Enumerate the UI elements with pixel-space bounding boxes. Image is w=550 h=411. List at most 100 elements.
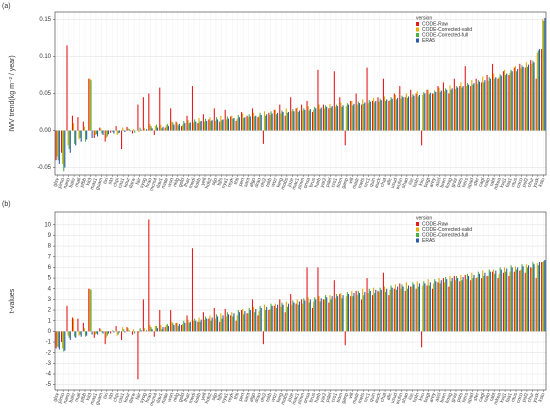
bar: [303, 298, 305, 332]
x-tick-label: auck: [373, 392, 382, 404]
bar: [260, 307, 262, 332]
bar: [415, 288, 417, 332]
bar: [224, 308, 226, 332]
bar: [498, 77, 500, 131]
bar: [404, 97, 406, 131]
bar: [279, 299, 281, 332]
bar: [358, 293, 360, 332]
bar: [401, 95, 403, 131]
bar: [292, 109, 294, 131]
x-tick-label: reyk: [227, 392, 236, 403]
bar: [277, 304, 279, 332]
bar: [253, 306, 255, 332]
bar: [438, 87, 440, 131]
bar: [160, 324, 162, 332]
bar: [106, 331, 108, 336]
bar: [91, 331, 93, 335]
bar: [304, 109, 306, 131]
x-tick-label: chat: [379, 392, 388, 404]
bar: [341, 298, 343, 332]
x-tick-label: gold: [177, 177, 186, 188]
bar: [333, 71, 335, 131]
bar: [186, 115, 188, 131]
bar: [253, 112, 255, 131]
bar: [117, 331, 119, 335]
bar: [286, 306, 288, 332]
bar: [143, 328, 146, 332]
x-tick-label: nklg: [172, 177, 181, 188]
bar: [353, 103, 355, 131]
bar: [466, 83, 468, 131]
x-tick-label: wsrt: [167, 177, 176, 188]
bar: [246, 115, 248, 131]
x-tick-label: noto: [483, 392, 492, 403]
bar: [293, 111, 295, 131]
x-tick-label: alic: [385, 392, 393, 402]
bar: [428, 94, 430, 131]
bar: [319, 301, 321, 332]
legend-key: [416, 27, 419, 32]
bar: [166, 323, 168, 332]
bar: [489, 78, 491, 131]
x-tick-label: bren: [439, 392, 448, 404]
bar: [121, 331, 123, 340]
y-tick-label: 1: [48, 318, 52, 324]
x-tick-label: pert: [238, 392, 247, 403]
bar: [380, 289, 382, 332]
x-tick-label: kerg: [276, 392, 285, 403]
bar: [397, 286, 399, 332]
bar: [519, 270, 521, 332]
x-tick-label: hob2: [204, 392, 214, 405]
bar: [115, 126, 117, 131]
x-tick-label: stjo: [211, 177, 219, 187]
bar: [317, 267, 319, 332]
bar: [230, 116, 232, 131]
x-tick-label: kit3: [85, 177, 93, 187]
bar: [459, 86, 461, 131]
x-tick-label: rabt: [489, 177, 498, 188]
bar: [134, 331, 136, 334]
bar: [290, 294, 292, 332]
bar: [80, 331, 82, 337]
bar: [377, 97, 379, 131]
bar: [211, 317, 213, 332]
bar: [220, 115, 222, 131]
bar: [517, 267, 519, 332]
bar: [83, 126, 86, 131]
legend-key: [416, 222, 419, 226]
bar: [472, 84, 474, 131]
bar: [236, 118, 238, 131]
bar: [509, 271, 511, 332]
bar: [295, 108, 297, 131]
x-tick-label: bjfs: [216, 392, 224, 402]
x-tick-label: chat: [379, 177, 388, 189]
x-tick-label: mas1: [89, 392, 99, 406]
x-tick-label: wuhn: [395, 177, 405, 190]
bar: [205, 316, 207, 332]
bar: [122, 327, 124, 332]
x-tick-label: medi: [188, 177, 197, 189]
x-tick-label: mets: [357, 177, 367, 190]
panel: (b) t-values -5 -4 -3 -2 -1 0 1 2 3 4 5 6 7 8 9 10 glsvpim…: [2, 201, 546, 407]
x-tick-label: upad: [466, 392, 476, 405]
bar: [181, 126, 183, 131]
bar: [473, 83, 475, 131]
bar: [364, 102, 366, 131]
bar: [224, 109, 226, 131]
x-tick-label: cro1: [330, 177, 339, 188]
bar: [508, 275, 510, 332]
x-tick-label: hob2: [204, 177, 214, 190]
bar: [225, 119, 227, 131]
bar: [429, 92, 431, 131]
x-tick-label: darw: [128, 392, 137, 405]
bar: [295, 303, 297, 332]
bar: [315, 108, 317, 131]
bar: [519, 63, 521, 131]
bar: [83, 328, 86, 332]
bar: [379, 287, 381, 332]
bar: [187, 319, 189, 332]
bar: [99, 328, 101, 332]
x-tick-label: drao: [254, 392, 263, 404]
bar: [356, 104, 358, 131]
